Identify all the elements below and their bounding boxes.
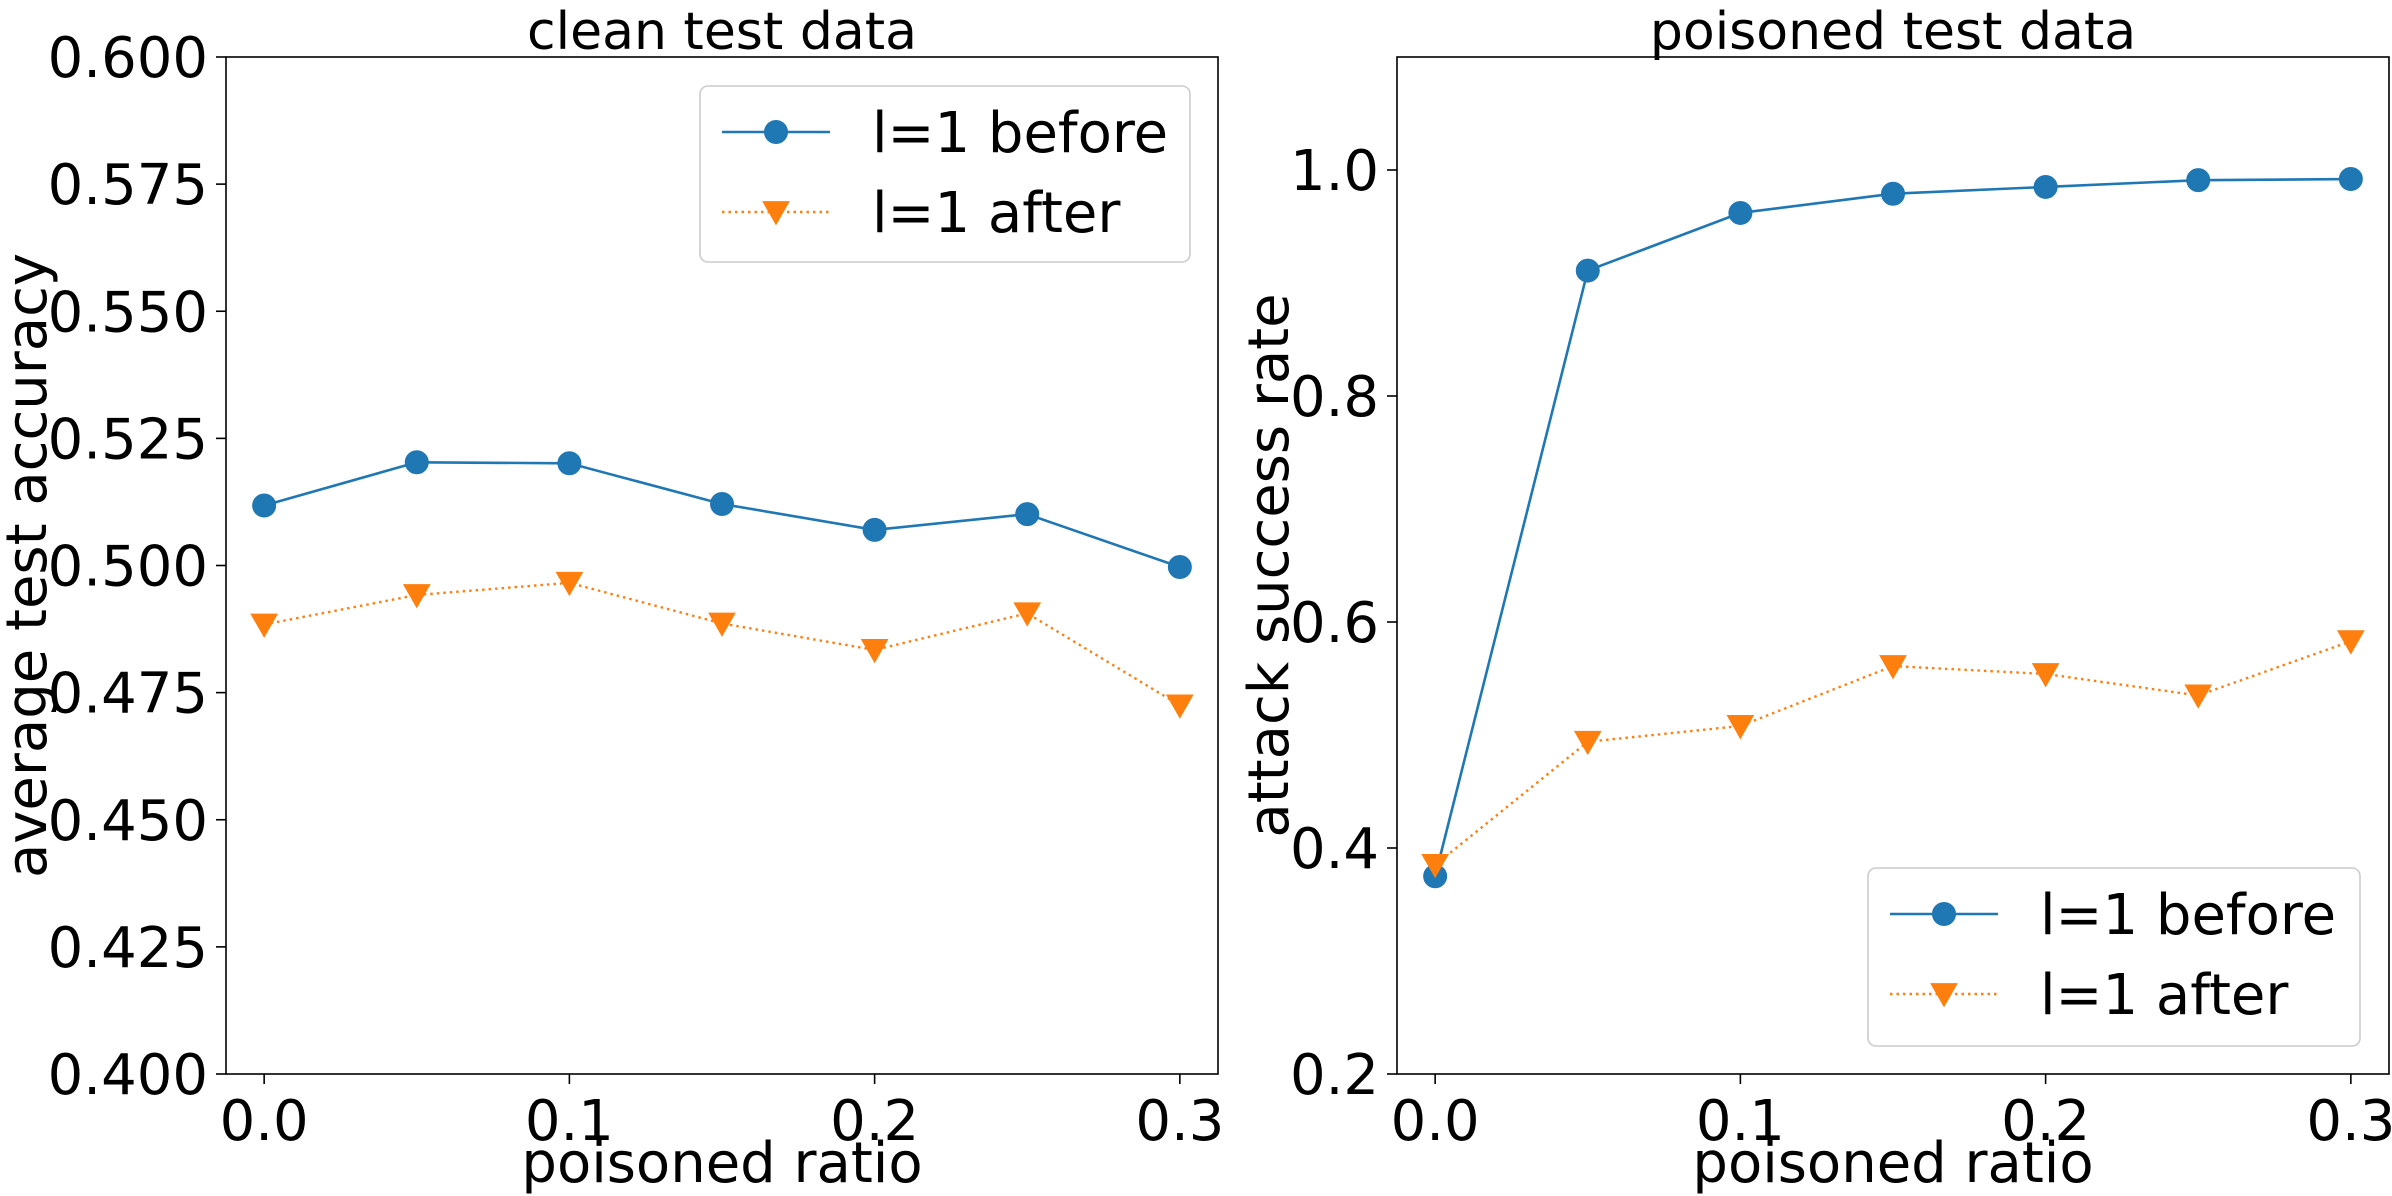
series-line (1433, 177, 2351, 877)
data-point (1575, 258, 1600, 283)
legend-marker (764, 120, 788, 144)
series-line (263, 581, 1181, 707)
data-point (404, 450, 429, 475)
y-tick-label: 0.575 (48, 153, 208, 218)
data-point (710, 491, 734, 516)
data-point (1165, 694, 1194, 719)
data-point (2186, 168, 2211, 193)
legend-label: l=1 after (872, 181, 1121, 246)
data-point (1726, 715, 1755, 740)
y-tick-label: 0.525 (48, 407, 208, 472)
y-tick-label: 0.550 (48, 280, 208, 345)
y-axis-label: average test accuracy (0, 253, 60, 878)
data-point (555, 571, 584, 597)
y-tick-label: 0.600 (48, 26, 208, 91)
legend-label: l=1 before (2040, 883, 2336, 948)
data-point (402, 584, 431, 609)
x-tick-label: 0.2 (2001, 1089, 2090, 1154)
data-point (2336, 630, 2365, 655)
y-axis-label: attack success rate (1237, 293, 1302, 837)
x-tick-label: 0.1 (1696, 1089, 1785, 1154)
y-tick-label: 1.0 (1290, 139, 1379, 204)
data-point (1015, 502, 1040, 527)
data-point (1421, 854, 1450, 879)
data-point (1167, 555, 1192, 580)
data-point (1881, 181, 1905, 206)
legend-label: l=1 before (872, 101, 1168, 166)
x-tick-label: 0.3 (2306, 1089, 2392, 1154)
data-point (1573, 730, 1602, 756)
data-point (1879, 655, 1907, 680)
legend-frame (699, 85, 1191, 263)
legend-frame (1867, 867, 2361, 1047)
legend-label: l=1 after (2040, 963, 2289, 1028)
x-tick-label: 0.0 (1391, 1089, 1480, 1154)
data-point (252, 493, 277, 518)
y-tick-label: 0.8 (1290, 365, 1379, 430)
panel-1: clean test data 0.400 0.425 0.450 0.475 0.500… (0, 2, 1224, 1196)
x-tick-label: 0.0 (220, 1089, 309, 1154)
x-tick-label: 0.2 (830, 1089, 919, 1154)
series-before (252, 450, 1192, 580)
x-tick-label: 0.1 (525, 1089, 614, 1154)
plot-frame (1396, 56, 2390, 1075)
data-point (2338, 167, 2363, 192)
data-point (860, 639, 889, 664)
data-point (557, 451, 582, 476)
data-point (862, 517, 887, 542)
legend-marker (1930, 983, 1958, 1008)
x-axis-label: poisoned ratio (1692, 1131, 2093, 1196)
y-tick-label: 0.450 (48, 789, 208, 854)
chart-title: poisoned test data (1650, 2, 2136, 62)
legend: l=1 before l=1 after (1867, 867, 2361, 1047)
data-point (1728, 200, 1753, 225)
y-tick-label: 0.400 (48, 1043, 208, 1108)
y-tick-label: 0.4 (1290, 817, 1379, 882)
data-point (2184, 684, 2213, 709)
data-point (708, 612, 736, 637)
data-point (2031, 663, 2060, 688)
data-point (250, 613, 279, 638)
x-tick-label: 0.3 (1135, 1089, 1224, 1154)
y-tick-label: 0.6 (1290, 591, 1379, 656)
legend-marker (1932, 902, 1956, 926)
y-tick-label: 0.2 (1290, 1043, 1379, 1108)
y-tick-label: 0.475 (48, 662, 208, 727)
y-tick-label: 0.425 (48, 916, 208, 981)
legend: l=1 before l=1 after (699, 85, 1191, 263)
legend-marker (762, 201, 790, 226)
y-tick-label: 0.500 (48, 535, 208, 600)
chart-title: clean test data (527, 2, 917, 62)
series-after (1421, 630, 2365, 879)
panel-2: poisoned test data 0.2 0.4 0.6 0.8 1.0 0.0 0.1 0… (1237, 2, 2392, 1196)
data-point (2033, 174, 2058, 199)
data-point (1013, 602, 1042, 627)
series-after (250, 571, 1194, 719)
series-before (1423, 167, 2363, 889)
x-axis-label: poisoned ratio (521, 1131, 922, 1196)
